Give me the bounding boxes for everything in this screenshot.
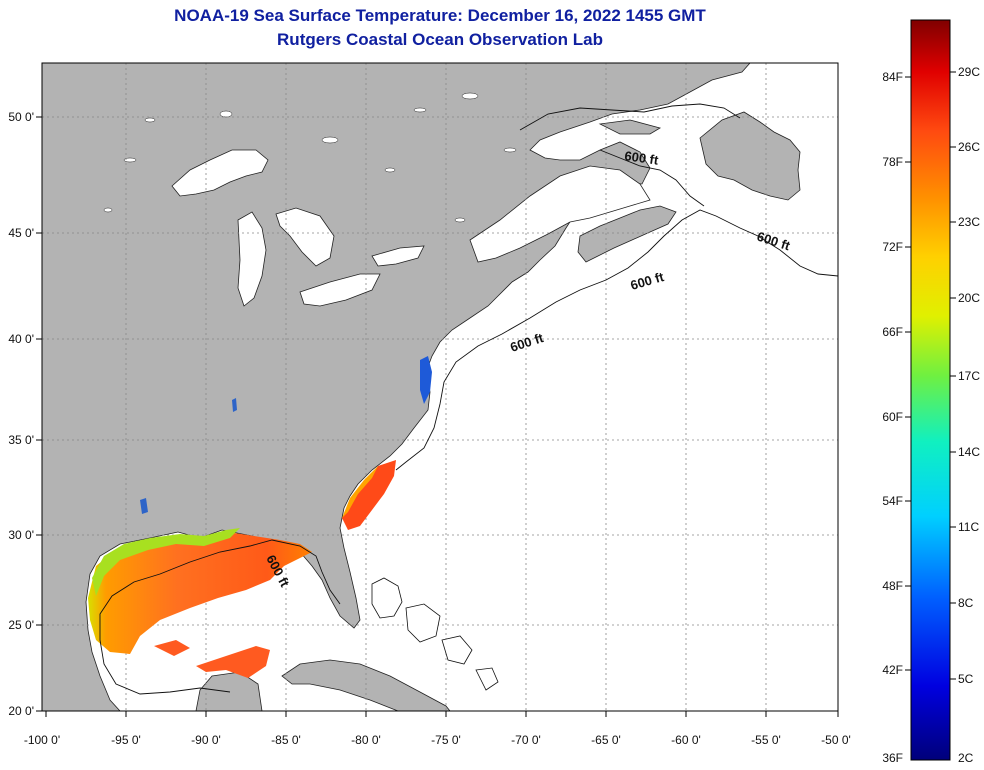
colorbar-label-54f: 54F bbox=[882, 494, 903, 508]
lat-label-45n: 45 0' bbox=[8, 226, 34, 240]
gulf-of-mexico-sst bbox=[88, 532, 312, 654]
gulf-green-coastal-fringe bbox=[92, 528, 240, 596]
lon-label-90w: -90 0' bbox=[191, 733, 221, 747]
inland-lakes bbox=[103, 92, 517, 223]
lon-label-70w: -70 0' bbox=[511, 733, 541, 747]
nova-scotia-landmass bbox=[577, 205, 677, 263]
colorbar-label-14c: 14C bbox=[958, 445, 980, 459]
colorbar-label-20c: 20C bbox=[958, 291, 980, 305]
colorbar-label-84f: 84F bbox=[882, 70, 903, 84]
lon-label-60w: -60 0' bbox=[671, 733, 701, 747]
gulf-of-st-lawrence bbox=[469, 165, 651, 263]
anticosti-island bbox=[598, 119, 662, 135]
map-frame bbox=[41, 62, 839, 712]
cuba-landmass bbox=[281, 659, 451, 711]
bahamas-banks bbox=[371, 577, 499, 691]
colorbar-label-78f: 78F bbox=[882, 155, 903, 169]
contour-label-labrador: 600 ft bbox=[624, 148, 660, 168]
colorbar-label-8c: 8C bbox=[958, 596, 974, 610]
colorbar-label-23c: 23C bbox=[958, 215, 980, 229]
colorbar-label-60f: 60F bbox=[882, 410, 903, 424]
colorbar-label-42f: 42F bbox=[882, 663, 903, 677]
axis-ticks bbox=[36, 116, 839, 717]
map-title: NOAA-19 Sea Surface Temperature: Decembe… bbox=[174, 6, 706, 25]
colorbar-label-29c: 29C bbox=[958, 65, 980, 79]
colorbar-label-66f: 66F bbox=[882, 325, 903, 339]
sst-colorbar bbox=[910, 19, 951, 761]
map-subtitle: Rutgers Coastal Ocean Observation Lab bbox=[277, 30, 603, 49]
colorbar-ticks bbox=[905, 71, 956, 680]
colorbar-label-48f: 48F bbox=[882, 579, 903, 593]
lat-label-30n: 30 0' bbox=[8, 528, 34, 542]
lon-label-55w: -55 0' bbox=[751, 733, 781, 747]
chesapeake-bay-cold-sst bbox=[420, 356, 432, 404]
great-lakes bbox=[171, 149, 425, 307]
lat-label-40n: 40 0' bbox=[8, 332, 34, 346]
lat-label-35n: 35 0' bbox=[8, 433, 34, 447]
colorbar-label-5c: 5C bbox=[958, 672, 974, 686]
lon-label-95w: -95 0' bbox=[111, 733, 141, 747]
colorbar-label-72f: 72F bbox=[882, 240, 903, 254]
lon-label-80w: -80 0' bbox=[351, 733, 381, 747]
atlantic-coastal-sst bbox=[342, 460, 396, 530]
lon-label-65w: -65 0' bbox=[591, 733, 621, 747]
gulf-south-sst-patches bbox=[154, 640, 270, 678]
colorbar-label-36f: 36F bbox=[882, 751, 903, 765]
colorbar-label-2c: 2C bbox=[958, 751, 974, 765]
lon-label-100w: -100 0' bbox=[24, 733, 60, 747]
map-area: 600 ft 600 ft 600 ft 600 ft 600 ft bbox=[42, 63, 838, 711]
colorbar-label-17c: 17C bbox=[958, 369, 980, 383]
isobath-600ft bbox=[99, 103, 838, 695]
lat-label-25n: 25 0' bbox=[8, 618, 34, 632]
colorbar-label-26c: 26C bbox=[958, 140, 980, 154]
atlantic-coastal-sst-edge bbox=[342, 466, 378, 518]
lat-label-50n: 50 0' bbox=[8, 110, 34, 124]
lon-label-75w: -75 0' bbox=[431, 733, 461, 747]
colorbar-label-11c: 11C bbox=[958, 520, 979, 534]
lon-label-85w: -85 0' bbox=[271, 733, 301, 747]
lon-label-50w: -50 0' bbox=[821, 733, 851, 747]
lat-label-20n: 20 0' bbox=[8, 704, 34, 718]
